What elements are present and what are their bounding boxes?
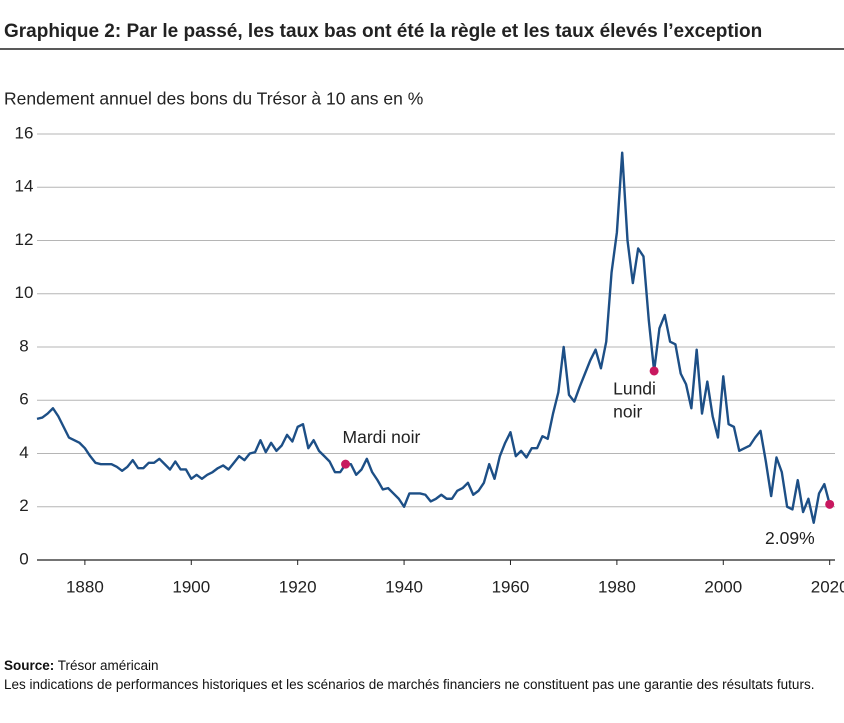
source-text: Trésor américain [57,658,159,673]
data-line [36,151,831,524]
x-tick-label: 1960 [492,577,530,596]
annotation: 2.09% [765,528,815,548]
y-tick-label: 10 [15,283,34,302]
source: Source: Trésor américain [4,656,824,675]
x-tick-label: 1900 [172,577,210,596]
y-tick-label: 16 [15,123,34,142]
annotation: noir [613,402,642,422]
x-tick-label: 2000 [704,577,742,596]
source-label: Source: [4,658,55,673]
y-tick-label: 2 [19,496,28,515]
chart-title: Graphique 2: Par le passé, les taux bas … [4,21,762,42]
y-tick-label: 8 [19,336,28,355]
x-tick-label: 1980 [598,577,636,596]
y-tick-label: 12 [15,230,34,249]
x-tick-label: 2020 [811,577,844,596]
note: Les indications de performances historiq… [4,677,815,692]
x-tick-label: 1940 [385,577,423,596]
highlight-dot [649,366,659,376]
highlight-dot [341,459,351,469]
chart: Graphique 2: Par le passé, les taux bas … [0,21,844,596]
annotation: Lundi [613,379,656,399]
annotation: Mardi noir [343,427,421,447]
highlight-dot [825,499,835,509]
y-tick-label: 4 [19,443,28,462]
x-tick-label: 1920 [279,577,317,596]
y-tick-label: 0 [19,549,28,568]
footer: Source: Trésor américain Les indications… [4,656,824,694]
y-tick-label: 14 [15,177,34,196]
subtitle: Rendement annuel des bons du Trésor à 10… [4,89,423,109]
x-tick-label: 1880 [66,577,104,596]
y-tick-label: 6 [19,390,28,409]
